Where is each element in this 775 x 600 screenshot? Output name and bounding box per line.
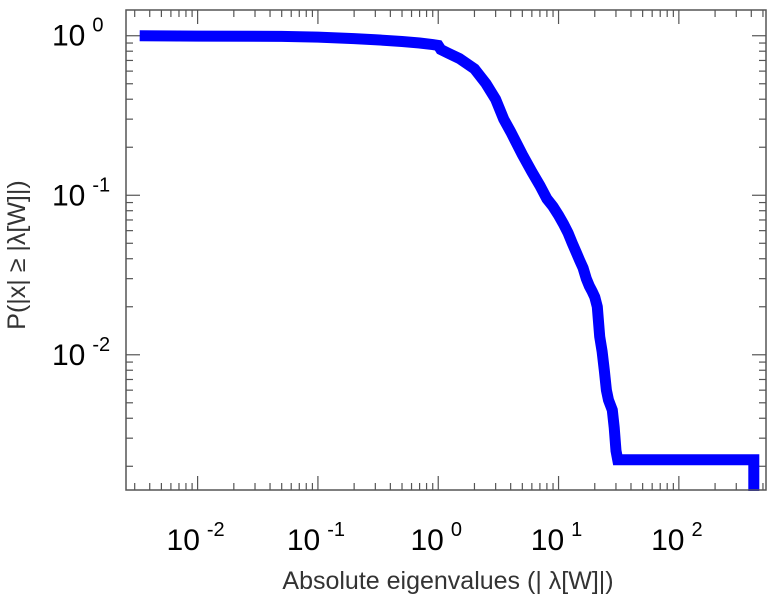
ccdf-series-line bbox=[139, 30, 760, 491]
x-tick-label: 10 0 bbox=[410, 519, 462, 557]
x-tick-label: 10 2 bbox=[651, 519, 703, 557]
major-ticks bbox=[126, 10, 766, 490]
x-tick-label: 10 -2 bbox=[167, 519, 225, 557]
y-axis-label: P(|x| ≥ |λ[W]|) bbox=[3, 180, 31, 329]
x-tick-label: 10 1 bbox=[531, 519, 583, 557]
y-tick-label: 10 -2 bbox=[52, 334, 110, 372]
x-tick-labels: 10 -2 10 -1 10 0 10 1 10 2 bbox=[167, 519, 703, 557]
x-axis-label: Absolute eigenvalues (| λ[W]|) bbox=[282, 567, 613, 595]
plot-frame bbox=[125, 9, 767, 491]
y-tick-label: 10 -1 bbox=[52, 174, 110, 212]
series-layer bbox=[139, 30, 760, 491]
y-tick-label: 10 0 bbox=[52, 15, 104, 53]
minor-ticks bbox=[126, 10, 766, 490]
x-tick-label: 10 -1 bbox=[287, 519, 345, 557]
